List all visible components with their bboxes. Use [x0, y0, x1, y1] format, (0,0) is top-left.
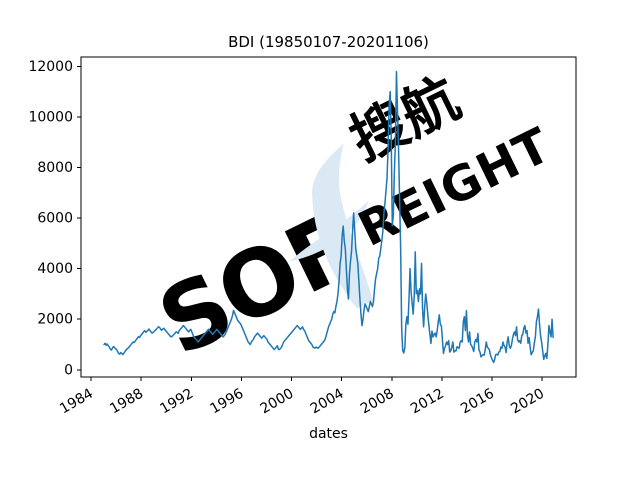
watermark-swoosh-band-icon — [289, 200, 369, 262]
plot-border — [80, 56, 577, 378]
x-tick-label: 2000 — [258, 386, 297, 418]
bdi-line-series — [103, 70, 554, 364]
x-tick-label: 2020 — [508, 386, 547, 418]
x-tick-label: 2004 — [308, 386, 347, 418]
y-tick-label: 4000 — [37, 261, 73, 277]
y-tick-label: 10000 — [28, 109, 73, 125]
chart-title: BDI (19850107-20201106) — [228, 33, 429, 51]
y-tick-label: 0 — [64, 362, 73, 378]
y-tick-label: 12000 — [28, 59, 73, 75]
x-tick-label: 1992 — [157, 386, 196, 418]
x-tick-label: 1988 — [107, 386, 146, 418]
x-tick-label: 2012 — [408, 386, 447, 418]
x-tick-label: 2016 — [458, 386, 497, 418]
x-tick-label: 1984 — [57, 386, 96, 418]
x-tick-label: 1996 — [208, 386, 247, 418]
y-tick-label: 2000 — [37, 312, 73, 328]
y-tick-label: 8000 — [37, 160, 73, 176]
x-tick-label: 2008 — [358, 386, 397, 418]
x-axis-label: dates — [309, 426, 348, 442]
watermark: SOF REIGHT 搜航 — [143, 66, 560, 377]
y-tick-label: 6000 — [37, 211, 73, 227]
